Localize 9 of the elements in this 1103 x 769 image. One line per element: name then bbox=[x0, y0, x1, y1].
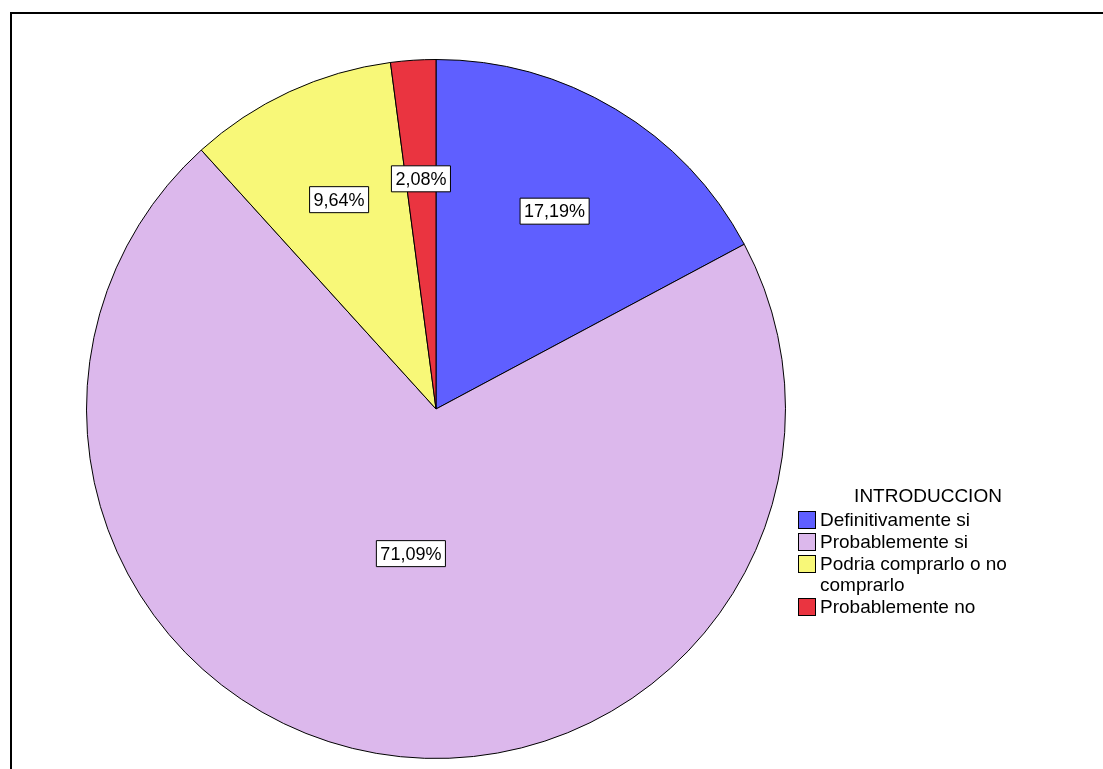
legend-label: Probablemente si bbox=[820, 531, 968, 552]
data-label: 71,09% bbox=[380, 543, 442, 564]
data-label: 2,08% bbox=[395, 168, 447, 189]
legend-label: Podria comprarlo o no comprarlo bbox=[820, 553, 1008, 595]
legend-label: Definitivamente si bbox=[820, 509, 970, 530]
data-label: 17,19% bbox=[524, 201, 586, 222]
legend-title: INTRODUCCION bbox=[853, 485, 1003, 507]
legend-label: Probablemente no bbox=[820, 596, 976, 617]
data-label: 9,64% bbox=[313, 189, 365, 210]
